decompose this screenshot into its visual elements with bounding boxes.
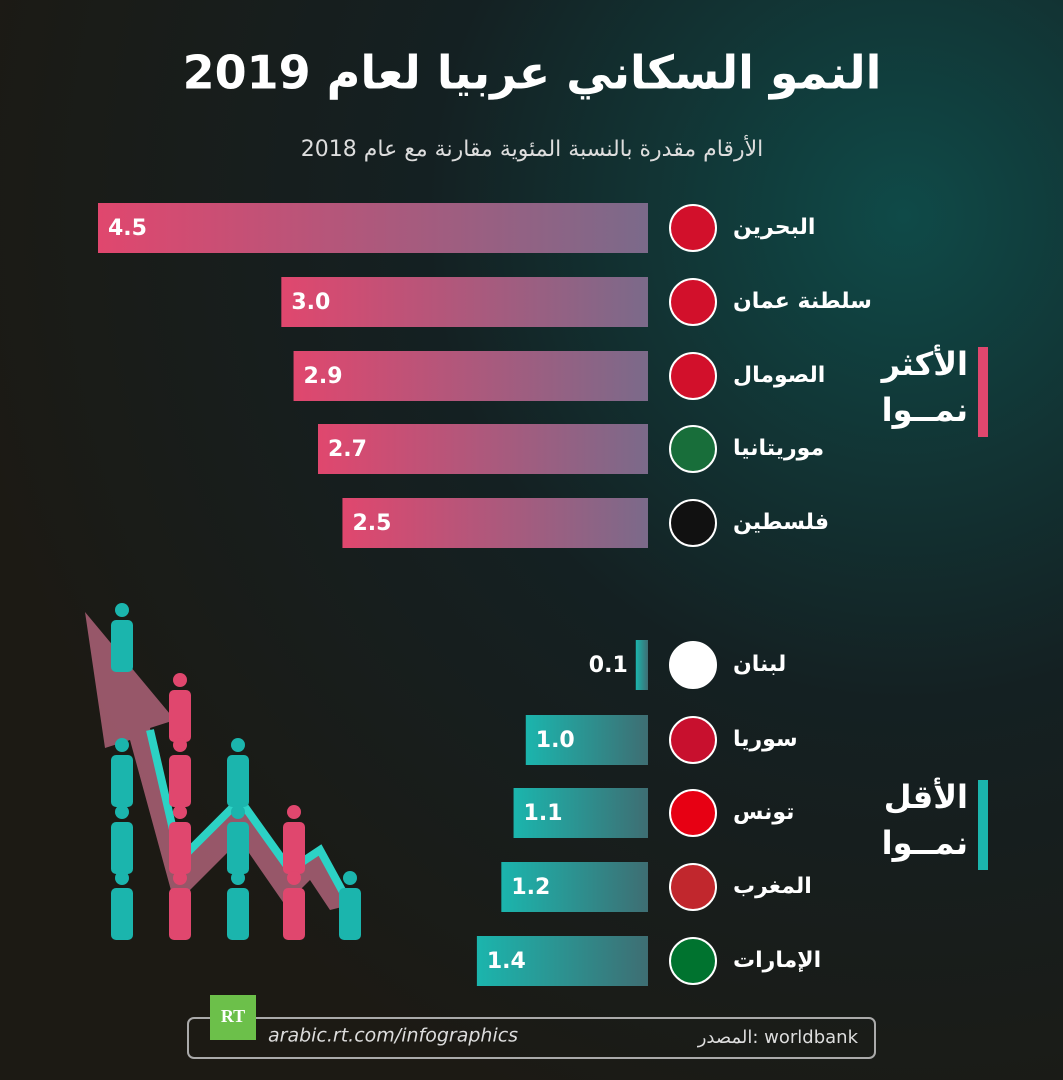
value-label: 2.7 xyxy=(328,437,367,462)
flag xyxy=(669,499,717,547)
bar xyxy=(281,277,648,327)
flag xyxy=(669,352,717,400)
source: المصدر: worldbank xyxy=(697,1027,859,1048)
category-label: المغرب xyxy=(733,874,812,899)
figure-head xyxy=(173,871,187,885)
group-label: الأقل xyxy=(884,777,968,816)
flag xyxy=(669,278,717,326)
category-label: فلسطين xyxy=(733,510,829,535)
figure-body xyxy=(169,822,191,874)
bar xyxy=(98,203,648,253)
bar xyxy=(318,424,648,474)
bar xyxy=(476,936,648,986)
figure-head xyxy=(115,805,129,819)
category-label: لبنان xyxy=(733,652,786,677)
logo: RT xyxy=(221,1006,245,1026)
figure-head xyxy=(173,738,187,752)
bar xyxy=(525,715,648,765)
title: النمو السكاني عربيا لعام 2019 xyxy=(183,46,882,100)
value-label: 1.1 xyxy=(524,801,563,826)
figure-body xyxy=(111,822,133,874)
bar xyxy=(342,498,648,548)
flag xyxy=(669,425,717,473)
group-label: الأكثر xyxy=(880,344,968,383)
figure-head xyxy=(115,738,129,752)
figure-head xyxy=(287,871,301,885)
flag xyxy=(669,716,717,764)
figure-body xyxy=(169,755,191,807)
category-label: سلطنة عمان xyxy=(733,289,872,314)
figure-body xyxy=(169,888,191,940)
footer-box xyxy=(187,1017,876,1059)
group-marker xyxy=(978,347,988,437)
figure-body xyxy=(227,888,249,940)
value-label: 1.2 xyxy=(511,875,550,900)
flag xyxy=(669,937,717,985)
figure-head xyxy=(231,871,245,885)
subtitle: الأرقام مقدرة بالنسبة المئوية مقارنة مع … xyxy=(301,135,763,162)
group-label: نمــوا xyxy=(882,824,968,862)
value-label: 1.0 xyxy=(536,728,575,753)
figure-body xyxy=(111,755,133,807)
figure-body xyxy=(339,888,361,940)
figure-body xyxy=(227,755,249,807)
bar xyxy=(635,640,648,690)
figure-body xyxy=(111,888,133,940)
value-label: 0.1 xyxy=(589,653,628,678)
figure-head xyxy=(115,871,129,885)
category-label: سوريا xyxy=(733,727,798,752)
figure-head xyxy=(287,805,301,819)
flag xyxy=(669,789,717,837)
figure-body xyxy=(283,822,305,874)
bar xyxy=(293,351,648,401)
flag xyxy=(669,641,717,689)
figure-body xyxy=(169,690,191,742)
figure-body xyxy=(283,888,305,940)
figure-head xyxy=(231,805,245,819)
figure-body xyxy=(227,822,249,874)
figure-head xyxy=(115,603,129,617)
value-label: 3.0 xyxy=(291,290,330,315)
figure-head xyxy=(173,673,187,687)
value-label: 1.4 xyxy=(487,949,526,974)
category-label: تونس xyxy=(733,800,794,825)
category-label: البحرين xyxy=(733,215,815,240)
category-label: موريتانيا xyxy=(733,436,824,461)
figure-head xyxy=(343,871,357,885)
source-url: arabic.rt.com/infographics xyxy=(268,1025,518,1047)
category-label: الصومال xyxy=(733,363,825,388)
bar xyxy=(513,788,648,838)
bar xyxy=(501,862,648,912)
category-label: الإمارات xyxy=(733,948,821,973)
figure-head xyxy=(173,805,187,819)
flag xyxy=(669,204,717,252)
value-label: 2.5 xyxy=(352,511,391,536)
group-marker xyxy=(978,780,988,870)
flag xyxy=(669,863,717,911)
figure-head xyxy=(231,738,245,752)
logo-box xyxy=(210,995,256,1040)
figure-body xyxy=(111,620,133,672)
people-figures xyxy=(111,603,361,940)
group-label: نمــوا xyxy=(882,391,968,429)
value-label: 4.5 xyxy=(108,216,147,241)
value-label: 2.9 xyxy=(304,364,343,389)
